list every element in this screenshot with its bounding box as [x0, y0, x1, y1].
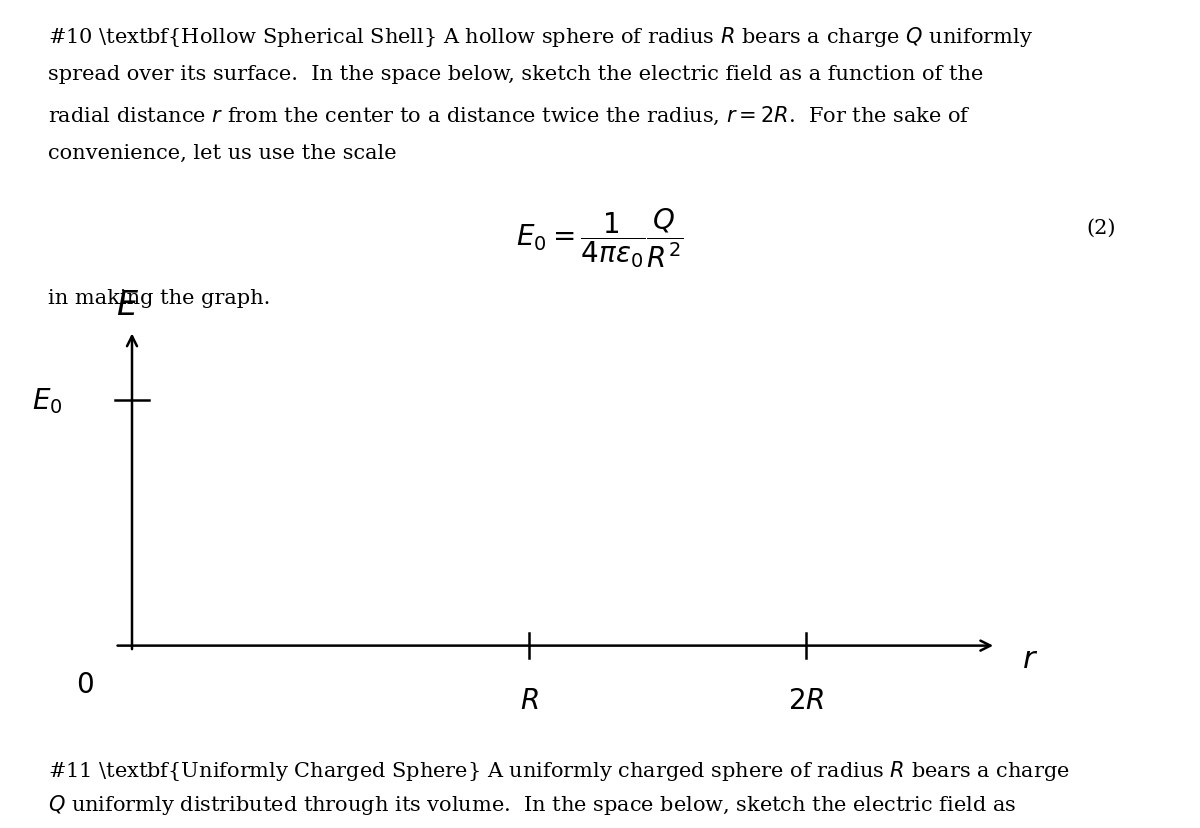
Text: #11 \textbf{Uniformly Charged Sphere} A uniformly charged sphere of radius $R$ b: #11 \textbf{Uniformly Charged Sphere} A …	[48, 758, 1069, 782]
Text: radial distance $r$ from the center to a distance twice the radius, $r = 2R$.  F: radial distance $r$ from the center to a…	[48, 104, 971, 127]
Text: $0$: $0$	[76, 671, 94, 698]
Text: $E$: $E$	[116, 289, 139, 322]
Text: (2): (2)	[1086, 219, 1116, 238]
Text: #10 \textbf{Hollow Spherical Shell} A hollow sphere of radius $R$ bears a charge: #10 \textbf{Hollow Spherical Shell} A ho…	[48, 25, 1033, 49]
Text: $r$: $r$	[1022, 643, 1038, 674]
Text: $2R$: $2R$	[787, 686, 824, 714]
Text: convenience, let us use the scale: convenience, let us use the scale	[48, 144, 397, 163]
Text: $Q$ uniformly distributed through its volume.  In the space below, sketch the el: $Q$ uniformly distributed through its vo…	[48, 792, 1016, 816]
Text: $E_0 = \dfrac{1}{4\pi\epsilon_0}\dfrac{Q}{R^2}$: $E_0 = \dfrac{1}{4\pi\epsilon_0}\dfrac{Q…	[516, 206, 684, 270]
Text: $E_0$: $E_0$	[32, 386, 62, 416]
Text: in making the graph.: in making the graph.	[48, 289, 270, 308]
Text: $R$: $R$	[520, 686, 539, 714]
Text: spread over its surface.  In the space below, sketch the electric field as a fun: spread over its surface. In the space be…	[48, 65, 983, 84]
